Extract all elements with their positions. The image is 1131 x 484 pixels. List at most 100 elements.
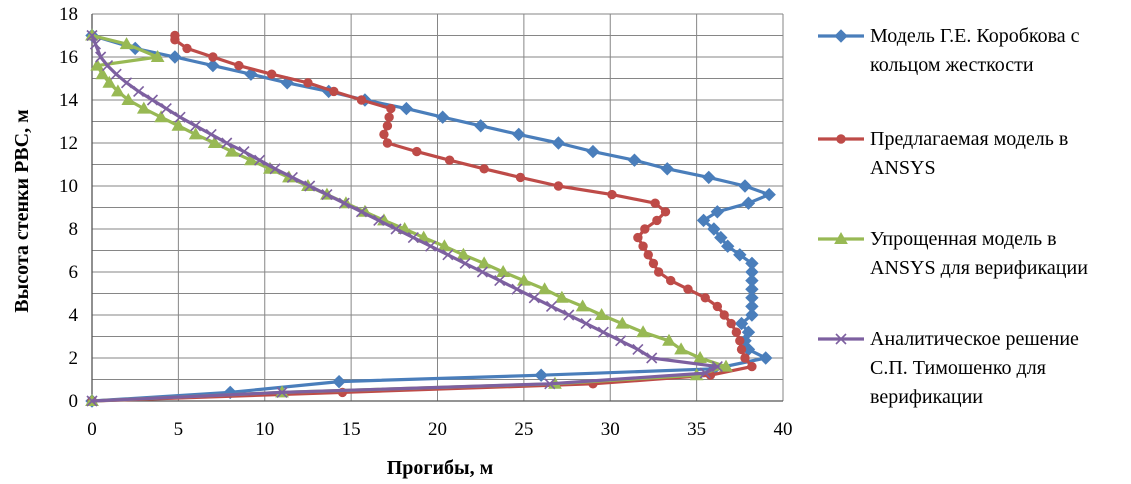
y-tick-label: 16	[59, 47, 78, 68]
x-marker-stroke	[563, 309, 575, 321]
data-point	[168, 50, 182, 64]
x-tick-label: 10	[255, 419, 274, 440]
x-marker-stroke	[615, 335, 627, 347]
data-point	[110, 68, 122, 80]
data-point	[386, 103, 396, 114]
x-marker-stroke	[95, 51, 107, 63]
x-marker-stroke	[646, 352, 658, 364]
data-point	[638, 241, 648, 251]
data-point	[494, 275, 506, 287]
x-tick-label: 25	[514, 419, 533, 440]
data-point	[719, 359, 733, 372]
data-point	[653, 267, 664, 277]
data-point	[652, 215, 662, 226]
data-point	[553, 181, 564, 191]
y-tick-label: 2	[69, 348, 79, 369]
data-point	[304, 180, 316, 192]
data-point	[745, 299, 759, 314]
data-point	[102, 75, 117, 88]
x-marker-stroke	[86, 29, 98, 42]
data-point	[188, 127, 203, 140]
data-point	[633, 232, 643, 243]
data-point	[736, 344, 747, 355]
data-point	[332, 374, 346, 389]
data-point	[615, 335, 627, 347]
data-point	[528, 292, 540, 304]
data-point	[456, 247, 471, 260]
data-point	[683, 284, 693, 294]
data-point	[741, 196, 756, 210]
data-point	[674, 342, 688, 355]
data-point	[444, 155, 455, 165]
data-point	[208, 52, 218, 62]
x-marker-stroke	[254, 154, 266, 166]
x-tick-label: 35	[687, 419, 706, 440]
data-point	[479, 164, 489, 174]
data-point	[738, 179, 752, 193]
data-point	[745, 256, 759, 271]
data-point	[121, 92, 136, 105]
x-marker-stroke	[373, 214, 385, 226]
x-marker-stroke	[528, 292, 540, 304]
data-point	[712, 301, 723, 312]
data-point	[356, 95, 367, 105]
data-point	[707, 222, 721, 236]
data-point	[476, 266, 488, 278]
legend-triangle-marker	[834, 231, 848, 244]
y-tick-label: 4	[69, 305, 79, 326]
data-point	[407, 232, 419, 244]
legend-label: верификации	[870, 386, 983, 408]
data-point	[95, 51, 107, 63]
x-marker-stroke	[190, 120, 202, 132]
x-marker-stroke	[286, 171, 298, 183]
data-point	[170, 30, 180, 41]
data-point	[329, 86, 339, 97]
data-point	[586, 144, 600, 159]
data-point	[643, 250, 653, 260]
data-point	[759, 351, 773, 365]
data-point	[580, 318, 592, 330]
data-point	[534, 368, 548, 382]
legend-label: Упрощенная модель в	[870, 228, 1057, 250]
data-point	[101, 60, 114, 72]
x-tick-label: 0	[87, 419, 97, 440]
x-marker-stroke	[269, 163, 281, 175]
data-point	[95, 67, 110, 80]
data-point	[545, 300, 558, 312]
x-marker-stroke	[835, 333, 847, 345]
axes: 0 5 10 15 20 25 30 35 40 0 2 4 6 8 10 12 14 16 18	[59, 4, 793, 440]
x-marker-stroke	[632, 343, 644, 355]
data-point	[373, 214, 385, 226]
x-marker-stroke	[338, 197, 350, 209]
data-point	[412, 146, 422, 157]
data-point	[660, 207, 671, 217]
legend-label: кольцом жесткости	[870, 54, 1034, 76]
y-tick-label: 6	[69, 262, 79, 283]
data-point	[731, 327, 742, 337]
y-axis-title: Высота стенки РВС, м	[11, 109, 33, 312]
legend-x-marker	[835, 333, 847, 345]
data-point	[254, 154, 266, 166]
data-point	[86, 395, 98, 407]
x-marker-stroke	[86, 395, 98, 407]
data-point	[693, 350, 707, 363]
x-tick-label: 5	[174, 419, 184, 440]
data-point	[745, 308, 759, 322]
x-marker-stroke	[544, 378, 556, 390]
data-point	[726, 318, 736, 329]
series-group	[85, 28, 776, 408]
data-point	[511, 127, 526, 142]
data-point	[607, 189, 617, 200]
data-point	[133, 85, 145, 97]
y-tick-label: 12	[59, 133, 78, 154]
x-marker-stroke	[146, 94, 159, 106]
data-point	[696, 213, 711, 228]
y-tick-label: 14	[59, 90, 79, 111]
data-point	[646, 352, 658, 364]
data-point	[435, 110, 450, 124]
data-point	[154, 110, 168, 123]
x-marker-stroke	[442, 249, 454, 261]
data-point	[90, 58, 105, 71]
data-point	[382, 138, 393, 148]
